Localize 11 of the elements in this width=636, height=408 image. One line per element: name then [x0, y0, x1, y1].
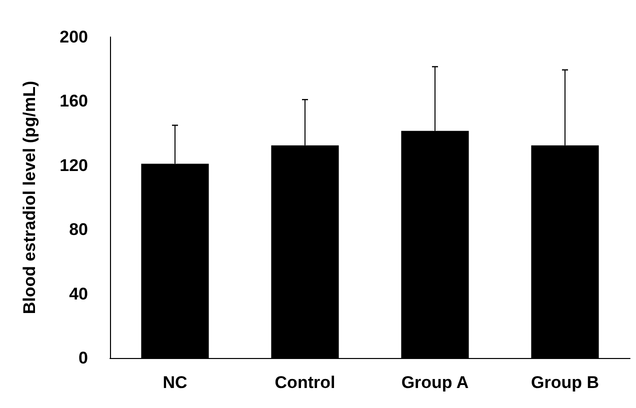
- y-tick-label: 200: [60, 28, 88, 46]
- y-tick-label: 40: [69, 284, 88, 304]
- y-tick-label: 160: [60, 92, 88, 111]
- y-axis-title: Blood estradiol level (pg/mL): [20, 80, 39, 314]
- x-tick-label: Group A: [401, 373, 469, 392]
- x-tick-label: Control: [274, 373, 336, 392]
- y-tick-label: 0: [78, 348, 88, 368]
- y-tick-label: 120: [60, 156, 88, 175]
- x-tick-label: Group B: [531, 373, 599, 392]
- y-tick-label: 80: [69, 220, 88, 240]
- x-tick-label: NC: [162, 373, 188, 392]
